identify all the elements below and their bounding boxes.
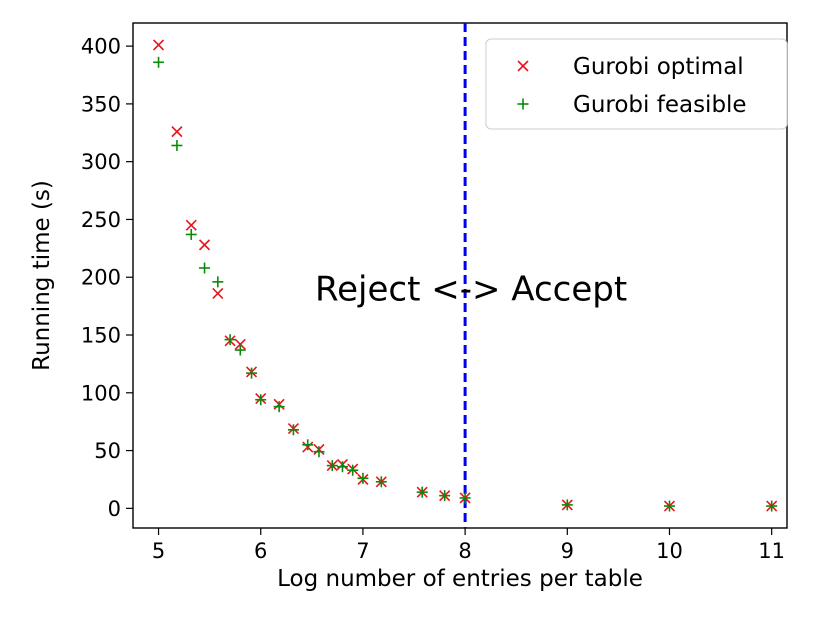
feasible-point xyxy=(212,276,224,288)
legend-box xyxy=(485,38,788,130)
feasible-point xyxy=(439,490,451,502)
x-tick-label: 6 xyxy=(254,539,267,563)
x-axis-label: Log number of entries per table xyxy=(277,566,643,592)
feasible-point xyxy=(326,460,338,472)
feasible-point xyxy=(313,446,325,458)
y-axis-label: Running time (s) xyxy=(29,180,55,371)
feasible-point xyxy=(336,461,348,473)
x-tick-label: 10 xyxy=(656,539,683,563)
optimal-point xyxy=(234,338,246,350)
feasible-point xyxy=(246,367,258,379)
feasible-point xyxy=(153,56,165,68)
y-tick-label: 250 xyxy=(81,208,121,232)
x-axis-ticks: 5 6 7 8 9 10 11 xyxy=(152,528,785,563)
feasible-point xyxy=(224,334,236,346)
legend-marker xyxy=(517,60,529,72)
feasible-point xyxy=(255,394,267,406)
y-axis-ticks: 0 50 100 150 200 250 300 350 400 xyxy=(81,35,133,521)
x-tick-label: 11 xyxy=(758,539,785,563)
optimal-point xyxy=(152,39,165,51)
y-tick-label: 150 xyxy=(81,324,121,348)
legend-label: Gurobi feasible xyxy=(573,92,747,118)
feasible-point xyxy=(416,486,428,498)
feasible-point xyxy=(375,476,387,488)
legend-marker xyxy=(517,98,529,110)
x-tick-label: 9 xyxy=(561,539,574,563)
feasible-point xyxy=(185,228,197,240)
feasible-point xyxy=(357,472,369,484)
x-tick-label: 8 xyxy=(458,539,471,563)
legend: Gurobi optimal Gurobi feasible xyxy=(485,38,788,130)
legend-label: Gurobi optimal xyxy=(573,54,744,80)
y-tick-label: 300 xyxy=(81,150,121,174)
feasible-point xyxy=(199,262,211,274)
chart-annotation: Reject <-> Accept xyxy=(315,269,627,309)
y-tick-label: 350 xyxy=(81,92,121,116)
plot-frame xyxy=(132,22,788,529)
feasible-point xyxy=(459,492,471,504)
optimal-point xyxy=(212,287,224,299)
feasible-point xyxy=(234,344,246,356)
feasible-point xyxy=(347,464,359,476)
y-tick-label: 50 xyxy=(94,439,121,463)
feasible-point xyxy=(663,500,675,512)
optimal-point xyxy=(198,239,211,251)
data-markers xyxy=(152,39,778,512)
x-tick-label: 7 xyxy=(356,539,369,563)
feasible-point xyxy=(302,439,314,451)
feasible-point xyxy=(171,139,183,151)
feasible-point xyxy=(561,499,573,511)
feasible-point xyxy=(766,500,778,512)
y-tick-label: 0 xyxy=(108,497,121,521)
y-tick-label: 200 xyxy=(81,266,121,290)
feasible-point xyxy=(273,401,285,413)
y-tick-label: 400 xyxy=(81,35,121,59)
y-tick-label: 100 xyxy=(81,381,121,405)
optimal-point xyxy=(171,126,183,138)
x-tick-label: 5 xyxy=(152,539,165,563)
optimal-point xyxy=(185,219,197,231)
feasible-point xyxy=(287,424,299,436)
